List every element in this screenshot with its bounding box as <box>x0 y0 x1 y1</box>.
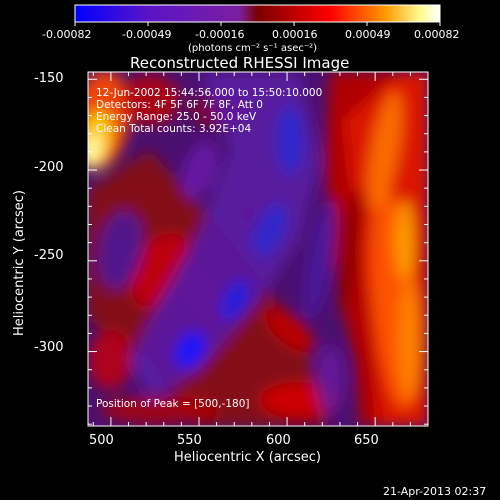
y-tick-300: -300 <box>34 340 64 355</box>
colorbar-tick-1: -0.00049 <box>122 28 171 41</box>
colorbar-ticks <box>74 22 441 26</box>
y-axis-label: Heliocentric Y (arcsec) <box>12 190 27 336</box>
colorbar <box>74 4 441 23</box>
info-detectors: Detectors: 4F 5F 6F 7F 8F, Att 0 <box>96 99 263 111</box>
x-tick-650: 650 <box>354 433 379 448</box>
y-tick-150: -150 <box>34 71 64 86</box>
heatmap-blob <box>100 396 220 424</box>
x-tick-550: 550 <box>177 433 202 448</box>
heatmap-blob <box>276 105 304 175</box>
colorbar-tick-3: 0.00016 <box>272 28 318 41</box>
colorbar-unit-label: (photons cm⁻² s⁻¹ asec⁻²) <box>188 43 317 54</box>
axis-ticks <box>88 72 429 426</box>
heatmap-blob <box>265 307 315 353</box>
x-tick-600: 600 <box>266 433 291 448</box>
heatmap-blob <box>367 90 403 210</box>
heatmap-blob <box>337 190 363 310</box>
heatmap <box>88 72 428 426</box>
heatmap-blob <box>181 141 219 199</box>
colorbar-tick-2: -0.00016 <box>195 28 244 41</box>
y-tick-200: -200 <box>34 160 64 175</box>
heatmap-blob <box>120 75 180 125</box>
colorbar-tick-0: -0.00082 <box>42 28 91 41</box>
plot-title: Reconstructed RHESSI Image <box>130 54 349 72</box>
plot-frame <box>87 71 429 427</box>
heatmap-blob <box>304 200 336 320</box>
heatmap-blob <box>174 331 206 369</box>
heatmap-blob <box>88 134 101 166</box>
colorbar-tick-4: 0.00049 <box>345 28 391 41</box>
heatmap-blob <box>395 200 415 280</box>
heatmap-blob <box>88 330 132 390</box>
info-method-counts: Clean Total counts: 3.92E+04 <box>96 123 251 135</box>
render-timestamp: 21-Apr-2013 02:37 <box>383 485 486 498</box>
heatmap-blob <box>252 203 288 257</box>
peak-position-label: Position of Peak = [500,-180] <box>96 398 250 410</box>
heatmap-blob <box>97 210 143 290</box>
heatmap-blob <box>219 280 251 320</box>
x-tick-500: 500 <box>89 433 114 448</box>
y-tick-250: -250 <box>34 248 64 263</box>
x-axis-label: Heliocentric X (arcsec) <box>174 450 321 465</box>
info-energy: Energy Range: 25.0 - 50.0 keV <box>96 111 257 123</box>
heatmap-band <box>130 72 320 400</box>
colorbar-tick-5: 0.00082 <box>414 28 460 41</box>
heatmap-blob <box>316 345 344 415</box>
info-time: 12-Jun-2002 15:44:56.000 to 15:50:10.000 <box>96 87 322 99</box>
heatmap-blob <box>398 280 422 400</box>
